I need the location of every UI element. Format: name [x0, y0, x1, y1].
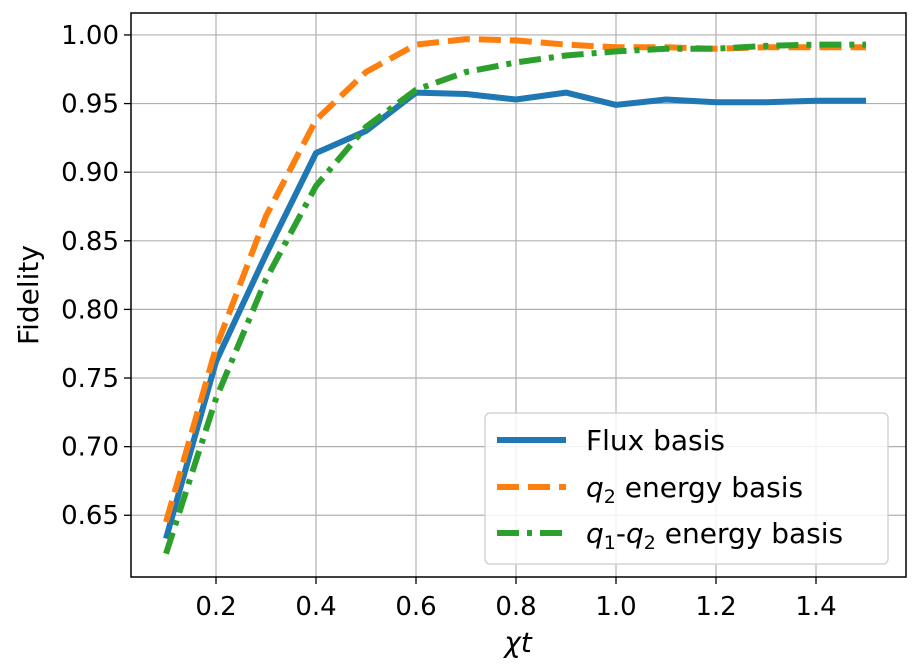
x-tick-label: 1.4 — [795, 592, 836, 622]
y-axis-label: Fidelity — [12, 245, 45, 345]
y-tick-label: 0.85 — [61, 227, 119, 257]
x-tick-label: 1.0 — [595, 592, 636, 622]
x-tick-label: 0.6 — [395, 592, 436, 622]
y-tick-label: 0.65 — [61, 501, 119, 531]
x-tick-label: 0.8 — [495, 592, 536, 622]
y-tick-label: 0.95 — [61, 90, 119, 120]
x-tick-label: 0.2 — [195, 592, 236, 622]
y-tick-label: 0.80 — [61, 295, 119, 325]
y-tick-label: 0.70 — [61, 433, 119, 463]
plot-frame — [130, 12, 907, 578]
x-axis-label: χt — [502, 626, 533, 659]
y-tick-label: 0.90 — [61, 158, 119, 188]
series-layer — [163, 36, 867, 555]
legend-box — [484, 412, 889, 565]
grid — [131, 13, 906, 577]
x-tick-label: 0.4 — [295, 592, 336, 622]
series-line-q2-energy-basis — [163, 36, 866, 523]
series-line-flux-basis — [163, 89, 866, 540]
x-axis-ticks: 0.2 0.4 0.6 0.8 1.0 1.2 1.4 — [195, 577, 837, 622]
y-tick-label: 0.75 — [61, 364, 119, 394]
series-line-q1-q2-energy-basis — [163, 41, 866, 555]
legend-label-q2-energy-basis: q2 energy basis — [586, 471, 803, 508]
legend: Flux basis q2 energy basis q1-q2 energy ba… — [484, 412, 889, 565]
y-tick-label: 1.00 — [61, 21, 119, 51]
y-axis-ticks: 0.65 0.70 0.75 0.80 0.85 0.90 0.95 1.00 — [61, 21, 131, 531]
legend-label-flux-basis: Flux basis — [586, 424, 725, 457]
x-tick-label: 1.2 — [695, 592, 736, 622]
legend-label-q1-q2-energy-basis: q1-q2 energy basis — [586, 517, 843, 554]
